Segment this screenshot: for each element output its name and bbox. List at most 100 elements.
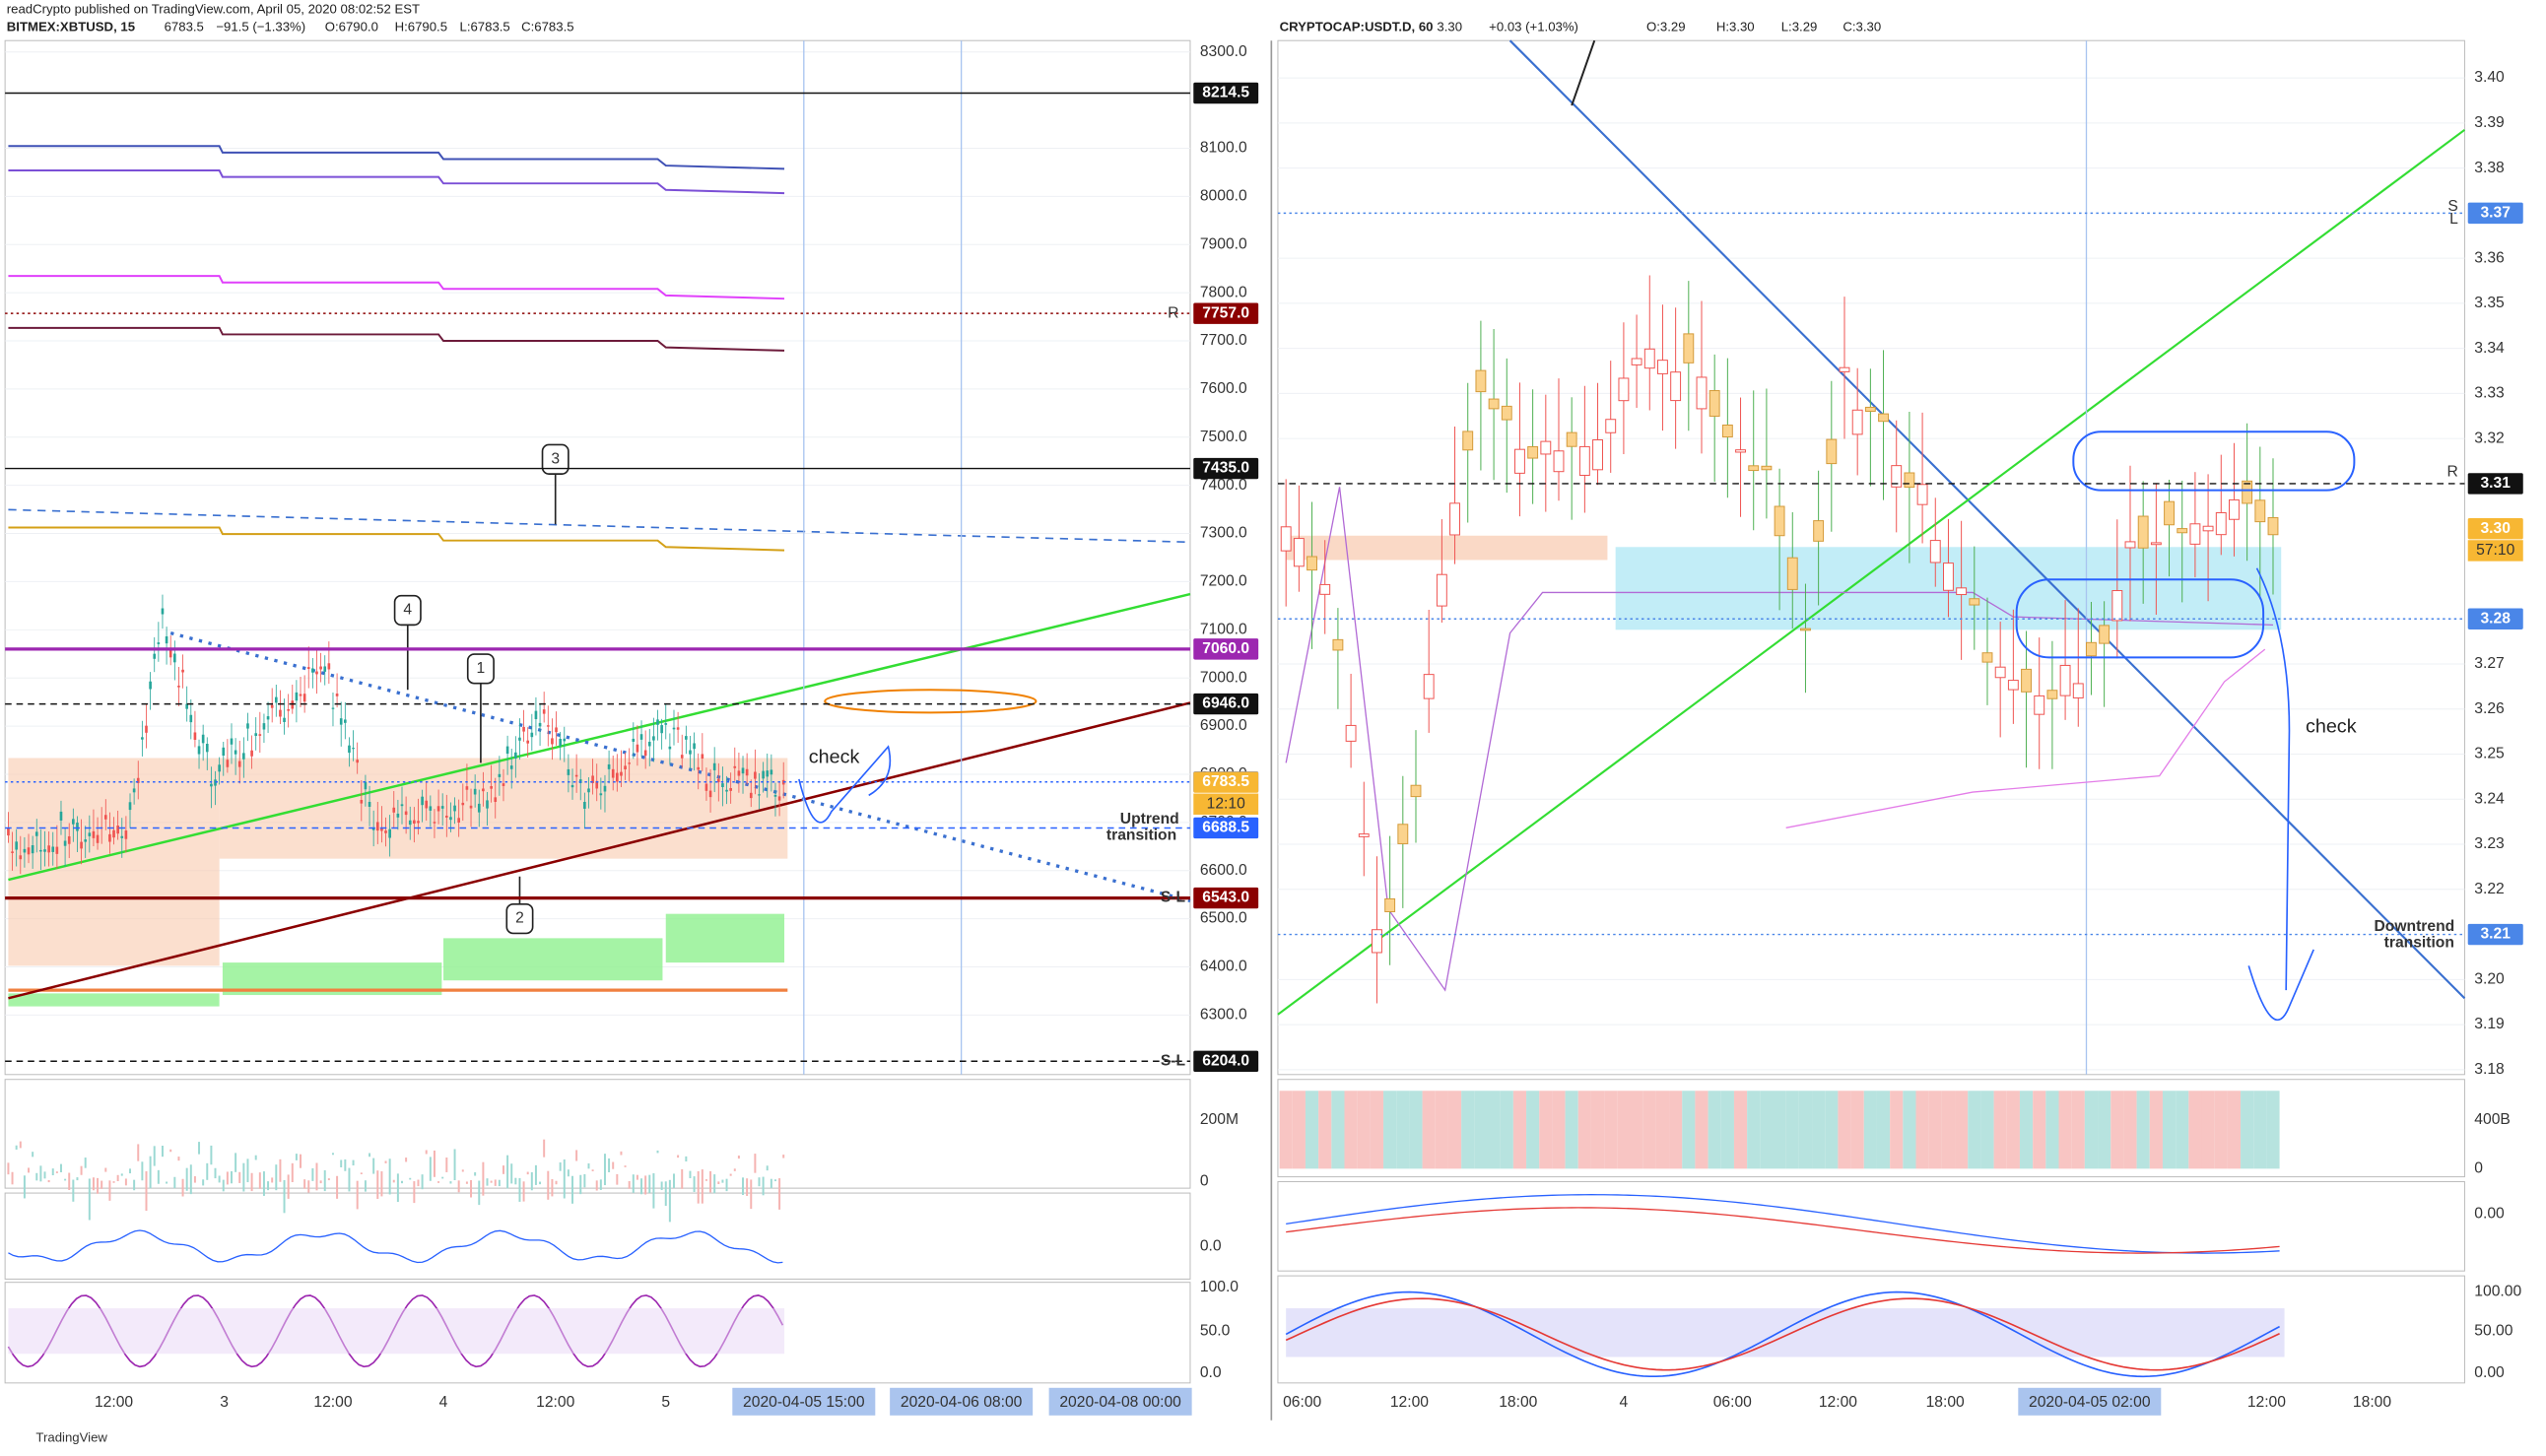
volume-bar xyxy=(124,1178,127,1186)
candle-body xyxy=(1618,377,1630,402)
volume-bar xyxy=(1733,1091,1748,1169)
volume-bar xyxy=(1747,1091,1761,1169)
volume-bar xyxy=(453,1149,456,1181)
volume-bar xyxy=(157,1169,160,1184)
candle-body xyxy=(1345,724,1357,742)
y-tick-label: 7800.0 xyxy=(1200,284,1247,300)
candle-body xyxy=(168,649,172,658)
volume-bar xyxy=(433,1150,436,1177)
candle-body xyxy=(80,841,83,849)
candle-body xyxy=(758,794,761,796)
candle-body xyxy=(222,747,226,757)
volume-bar xyxy=(210,1145,213,1165)
stoch-band xyxy=(8,1308,785,1355)
candle-body xyxy=(2202,525,2214,532)
volume-bar xyxy=(1357,1091,1371,1169)
candle-body xyxy=(685,736,688,740)
candle-body xyxy=(145,725,148,733)
candle-body xyxy=(701,754,704,759)
volume-bar xyxy=(352,1159,355,1166)
y-tick-label: 3.32 xyxy=(2474,430,2504,446)
annotation: Downtrend xyxy=(2375,918,2455,935)
volume-bar xyxy=(1720,1091,1734,1169)
candle-body xyxy=(149,681,152,690)
volume-bar xyxy=(713,1174,716,1194)
volume-bar xyxy=(555,1180,558,1185)
volume-bar xyxy=(470,1180,473,1198)
candle-body xyxy=(371,827,375,830)
candle-body xyxy=(189,714,193,723)
candle-body xyxy=(404,811,408,816)
volume-bar xyxy=(380,1171,383,1197)
candle-body xyxy=(1708,390,1720,417)
volume-bar xyxy=(1669,1091,1683,1169)
macd-signal xyxy=(1286,1207,2280,1254)
volume-bar xyxy=(15,1145,18,1150)
countdown: 57:10 xyxy=(2476,542,2514,559)
candle-body xyxy=(193,732,197,741)
candle-body xyxy=(2254,499,2266,523)
volume-bar xyxy=(258,1172,261,1189)
footer: TradingView xyxy=(35,1429,107,1444)
candle-body xyxy=(47,845,50,853)
volume-bar xyxy=(563,1158,566,1199)
volume-bar xyxy=(1760,1091,1774,1169)
ohlc: C:6783.5 xyxy=(521,19,573,33)
volume-bar xyxy=(88,1178,91,1221)
sub-axis-label: 100.00 xyxy=(2474,1284,2521,1300)
ohlc: L:3.29 xyxy=(1781,19,1818,33)
candle-body xyxy=(433,822,436,824)
ohlc: O:6790.0 xyxy=(325,19,378,33)
volume-bar xyxy=(315,1162,318,1191)
ohlc: L:6783.5 xyxy=(459,19,509,33)
volume-bar xyxy=(737,1156,740,1159)
volume-bar xyxy=(1630,1091,1643,1169)
volume-bar xyxy=(413,1181,416,1204)
price-tag xyxy=(1193,82,1259,104)
candle-body xyxy=(737,770,741,776)
volume-bar xyxy=(47,1179,50,1183)
volume-bar xyxy=(1798,1091,1813,1169)
candle-body xyxy=(538,722,542,727)
volume-bar xyxy=(1825,1091,1839,1169)
volume-bar xyxy=(23,1175,26,1199)
time-label: 06:00 xyxy=(1713,1394,1752,1411)
candle-body xyxy=(2189,523,2201,545)
volume-bar xyxy=(1577,1091,1591,1169)
y-tick-label: 6900.0 xyxy=(1200,717,1247,734)
volume-bar xyxy=(1539,1091,1553,1169)
volume-bar xyxy=(636,1174,638,1180)
volume-bar xyxy=(291,1162,294,1182)
level-note: S xyxy=(2447,198,2457,215)
volume-bar xyxy=(429,1157,432,1181)
candle-body xyxy=(436,806,440,812)
volume-bar xyxy=(372,1158,375,1174)
candle-body xyxy=(319,666,322,670)
volume-bar xyxy=(214,1167,217,1179)
volume-bar xyxy=(640,1178,643,1195)
volume-bar xyxy=(2084,1091,2099,1169)
volume-bar xyxy=(612,1161,615,1169)
volume-bar xyxy=(1604,1091,1618,1169)
volume-bar xyxy=(1590,1091,1605,1169)
candle-body xyxy=(1384,897,1396,912)
volume-bar xyxy=(754,1154,757,1173)
annotation: transition xyxy=(1106,827,1176,844)
level-note: S-L xyxy=(1161,890,1186,906)
time-label: 18:00 xyxy=(1926,1394,1965,1411)
time-highlight xyxy=(2018,1387,2162,1416)
y-tick-label: 3.38 xyxy=(2474,160,2505,176)
level-note: R xyxy=(2447,464,2458,481)
volume-bar xyxy=(43,1171,46,1179)
last-price: 6783.5 xyxy=(165,19,204,33)
candle-body xyxy=(567,768,570,775)
y-tick-label: 7300.0 xyxy=(1200,525,1247,542)
candle-body xyxy=(181,669,184,673)
callout-label: 1 xyxy=(477,660,486,677)
volume-bar xyxy=(2241,1091,2254,1169)
volume-bar xyxy=(234,1153,237,1172)
price-tag xyxy=(1193,693,1259,715)
time-label: 3 xyxy=(220,1394,229,1411)
volume-bar xyxy=(226,1171,229,1185)
